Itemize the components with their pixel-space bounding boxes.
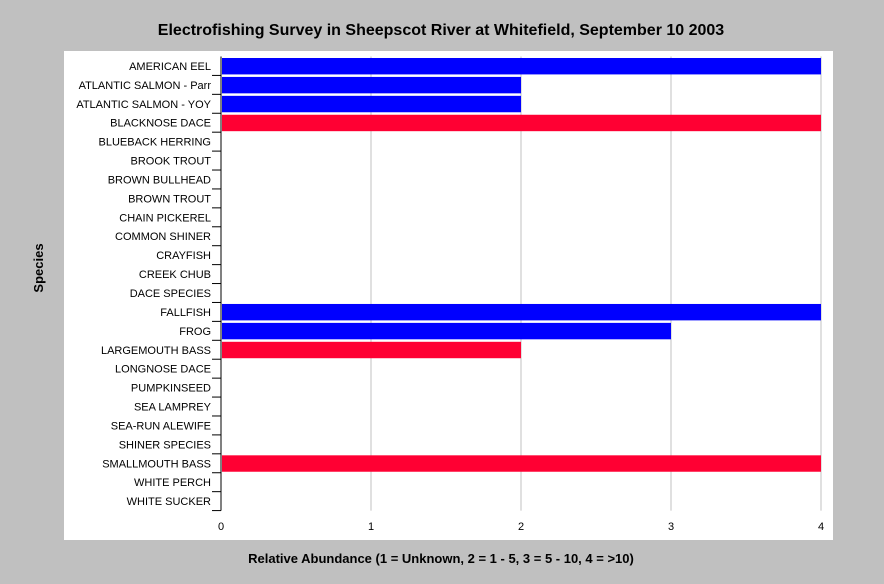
y-tick-label: ATLANTIC SALMON - YOY	[76, 99, 211, 111]
y-tick-label: LARGEMOUTH BASS	[101, 345, 211, 357]
y-tick-label: SEA-RUN ALEWIFE	[111, 420, 211, 432]
x-tick-label: 2	[518, 521, 524, 533]
axes: AMERICAN EEL ATLANTIC SALMON - Parr ATLANT…	[76, 56, 824, 533]
y-tick-label: BLUEBACK HERRING	[99, 137, 211, 149]
x-axis-title: Relative Abundance (1 = Unknown, 2 = 1 -…	[248, 551, 634, 566]
x-tick-label: 1	[368, 521, 374, 533]
y-tick-label: SHINER SPECIES	[119, 439, 211, 451]
bar-frog	[222, 322, 671, 340]
y-tick-label: WHITE SUCKER	[127, 496, 211, 508]
y-tick-label: AMERICAN EEL	[129, 61, 211, 73]
y-tick-label: SEA LAMPREY	[134, 402, 212, 414]
bar-atlantic-salmon-parr	[222, 76, 521, 94]
bar-american-eel	[222, 58, 821, 75]
x-tick-label: 4	[818, 521, 824, 533]
bar-largemouth-bass	[222, 341, 521, 359]
y-tick-label: CHAIN PICKEREL	[119, 212, 211, 224]
bar-fallfish	[222, 303, 821, 321]
y-tick-label: WHITE PERCH	[134, 477, 211, 489]
y-tick-label: FALLFISH	[160, 307, 211, 319]
y-tick-label: LONGNOSE DACE	[115, 364, 211, 376]
y-tick-label: SMALLMOUTH BASS	[102, 458, 211, 470]
chart-title: Electrofishing Survey in Sheepscot River…	[158, 22, 725, 39]
y-tick-label: CRAYFISH	[156, 250, 211, 262]
y-tick-label: BROWN TROUT	[128, 193, 211, 205]
bar-blacknose-dace	[222, 114, 821, 132]
y-tick-label: PUMPKINSEED	[131, 383, 211, 395]
y-tick-label: BLACKNOSE DACE	[110, 118, 211, 130]
bar-atlantic-salmon-yoy	[222, 95, 521, 113]
y-tick-label: BROWN BULLHEAD	[108, 174, 211, 186]
x-tick-label: 3	[668, 521, 674, 533]
y-tick-label: CREEK CHUB	[139, 269, 211, 281]
x-tick-label: 0	[218, 521, 224, 533]
y-tick-label: DACE SPECIES	[130, 288, 211, 300]
y-tick-label: COMMON SHINER	[115, 231, 211, 243]
bars	[222, 58, 821, 472]
bar-smallmouth-bass	[222, 455, 821, 472]
y-tick-label: ATLANTIC SALMON - Parr	[79, 80, 212, 92]
y-tick-label: BROOK TROUT	[131, 156, 212, 168]
y-axis-title: Species	[31, 243, 46, 292]
y-tick-label: FROG	[179, 326, 211, 338]
grid-lines	[370, 56, 822, 511]
